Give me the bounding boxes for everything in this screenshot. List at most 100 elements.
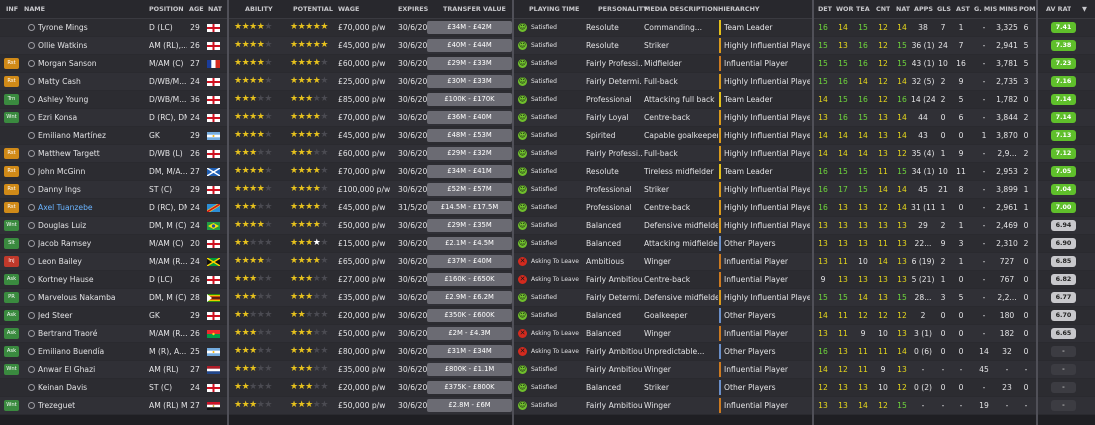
player-name[interactable]: Tyrone Mings	[38, 23, 88, 32]
player-row[interactable]: Rst Morgan Sanson M/AM (C) 27 ★★★★★ ★★★★★ £60,…	[0, 55, 1095, 73]
player-row[interactable]: Ollie Watkins AM (RL),... 26 ★★★★★ ★★★★★ £45,…	[0, 37, 1095, 55]
player-name[interactable]: Leon Bailey	[38, 257, 82, 266]
potential-stars-icon: ★★★★★	[290, 130, 328, 140]
info-badge[interactable]: Wnt	[4, 364, 19, 375]
player-name[interactable]: Danny Ings	[38, 185, 81, 194]
player-row[interactable]: Wnt Anwar El Ghazi AM (RL) 27 ★★★★★ ★★★★★ £35,…	[0, 361, 1095, 379]
player-row[interactable]: Ask Jed Steer GK 29 ★★★★★ ★★★★★ £20,000 p/w 30/…	[0, 307, 1095, 325]
player-row[interactable]: Keinan Davis ST (C) 24 ★★★★★ ★★★★★ £20,000 p/…	[0, 379, 1095, 397]
header-ability[interactable]: ABILITY	[245, 5, 273, 13]
header-ast[interactable]: AST	[956, 5, 970, 13]
player-name[interactable]: Kortney Hause	[38, 275, 94, 284]
info-badge[interactable]: Wnt	[4, 112, 19, 123]
player-name[interactable]: Bertrand Traoré	[38, 329, 98, 338]
attr-wor: 11	[838, 257, 848, 266]
player-name[interactable]: Keinan Davis	[38, 383, 88, 392]
header-age[interactable]: AGE	[189, 5, 204, 13]
info-badge[interactable]: Trn	[4, 94, 19, 105]
player-row[interactable]: Wnt Ezri Konsa D (RC), DM 24 ★★★★★ ★★★★★ £70,0…	[0, 109, 1095, 127]
header-tea[interactable]: TEA	[856, 5, 870, 13]
sort-arrow-icon[interactable]: ▼	[1082, 5, 1087, 13]
player-row[interactable]: PR Marvelous Nakamba DM, M (C) 28 ★★★★★ ★★★★★…	[0, 289, 1095, 307]
player-name[interactable]: Matthew Targett	[38, 149, 100, 158]
player-row[interactable]: Rst Danny Ings ST (C) 29 ★★★★★ ★★★★★ £100,000 …	[0, 181, 1095, 199]
player-row[interactable]: Ask Emiliano Buendía M (R), A... 25 ★★★★★ ★★★…	[0, 343, 1095, 361]
header-transfer-value[interactable]: TRANSFER VALUE	[443, 5, 506, 13]
player-row[interactable]: Wnt Douglas Luiz DM, M (C) 24 ★★★★★ ★★★★★ £50,…	[0, 217, 1095, 235]
info-badge[interactable]: Ask	[4, 274, 19, 285]
header-personality[interactable]: PERSONALITY	[598, 5, 648, 13]
player-name[interactable]: Matty Cash	[38, 77, 81, 86]
player-name[interactable]: Morgan Sanson	[38, 59, 97, 68]
player-name[interactable]: John McGinn	[38, 167, 86, 176]
header-apps[interactable]: APPS	[914, 5, 933, 13]
header-nat-attr[interactable]: NAT	[896, 5, 911, 13]
info-badge[interactable]: Rst	[4, 148, 19, 159]
average-rating: -	[1051, 400, 1076, 411]
player-row[interactable]: Ask Kortney Hause D (LC) 26 ★★★★★ ★★★★★ £27,00…	[0, 271, 1095, 289]
info-badge[interactable]: Rst	[4, 58, 19, 69]
attr-wor: 15	[838, 95, 848, 104]
happy-face-icon: ☺	[518, 203, 527, 212]
header-name[interactable]: NAME	[24, 5, 46, 13]
player-row[interactable]: Rst Axel Tuanzebe D (RC), DM 24 ★★★★★ ★★★★★ £4…	[0, 199, 1095, 217]
header-wage[interactable]: WAGE	[338, 5, 360, 13]
player-name[interactable]: Anwar El Ghazi	[38, 365, 96, 374]
player-row[interactable]: Rst John McGinn DM, M/A... 27 ★★★★★ ★★★★★ £70,…	[0, 163, 1095, 181]
player-name[interactable]: Ezri Konsa	[38, 113, 78, 122]
info-badge[interactable]: Ask	[4, 328, 19, 339]
player-row[interactable]: Rst Matty Cash D/WB/M... 24 ★★★★★ ★★★★★ £25,00…	[0, 73, 1095, 91]
stat-pom: 0	[1023, 329, 1029, 338]
player-name[interactable]: Jed Steer	[38, 311, 73, 320]
header-nat[interactable]: NAT	[208, 5, 223, 13]
attr-cnt: 12	[878, 59, 888, 68]
player-row[interactable]: Wnt Trezeguet AM (RL) M 27 ★★★★★ ★★★★★ £50,000…	[0, 397, 1095, 415]
player-name[interactable]: Jacob Ramsey	[38, 239, 92, 248]
player-row[interactable]: Inj Leon Bailey M/AM (R... 24 ★★★★★ ★★★★★ £65,…	[0, 253, 1095, 271]
header-inf[interactable]: INF	[6, 5, 19, 13]
header-gls[interactable]: GLS	[937, 5, 951, 13]
info-badge[interactable]: Rst	[4, 184, 19, 195]
player-name[interactable]: Ollie Watkins	[38, 41, 88, 50]
header-pom[interactable]: POM	[1019, 5, 1036, 13]
player-name[interactable]: Douglas Luiz	[38, 221, 87, 230]
player-row[interactable]: Trn Ashley Young D/WB/M... 36 ★★★★★ ★★★★★ £85,…	[0, 91, 1095, 109]
attr-det: 12	[818, 383, 828, 392]
info-badge[interactable]: Rst	[4, 202, 19, 213]
info-badge[interactable]: Inj	[4, 256, 19, 267]
attr-wor: 14	[838, 149, 848, 158]
header-potential[interactable]: POTENTIAL	[293, 5, 333, 13]
player-row[interactable]: Slt Jacob Ramsey M/AM (C) 20 ★★★★★ ★★★★★ £15,0…	[0, 235, 1095, 253]
header-cnt[interactable]: CNT	[876, 5, 891, 13]
header-av-rat[interactable]: AV RAT	[1046, 5, 1072, 13]
player-row[interactable]: Rst Matthew Targett D/WB (L) 26 ★★★★★ ★★★★★ £6…	[0, 145, 1095, 163]
header-expires[interactable]: EXPIRES	[398, 5, 429, 13]
header-mins[interactable]: MINS	[999, 5, 1018, 13]
info-badge[interactable]: Ask	[4, 346, 19, 357]
player-row[interactable]: Ask Bertrand Traoré M/AM (R... 26 ★★★★★ ★★★★★…	[0, 325, 1095, 343]
player-name[interactable]: Axel Tuanzebe	[38, 203, 93, 212]
player-name[interactable]: Emiliano Buendía	[38, 347, 105, 356]
info-badge[interactable]: PR	[4, 292, 19, 303]
header-det[interactable]: DET	[818, 5, 833, 13]
header-wor[interactable]: WOR	[836, 5, 854, 13]
info-badge[interactable]: Rst	[4, 166, 19, 177]
info-badge[interactable]: Wnt	[4, 400, 19, 411]
header-position[interactable]: POSITION	[149, 5, 184, 13]
player-name[interactable]: Emiliano Martínez	[38, 131, 106, 140]
info-badge[interactable]: Rst	[4, 76, 19, 87]
info-badge[interactable]: Wnt	[4, 220, 19, 231]
player-name[interactable]: Marvelous Nakamba	[38, 293, 116, 302]
header-hierarchy[interactable]: HIERARCHY	[718, 5, 760, 13]
info-badge[interactable]: Slt	[4, 238, 19, 249]
header-g-mis[interactable]: G. MIS	[974, 5, 998, 13]
player-name[interactable]: Ashley Young	[38, 95, 89, 104]
transfer-value: £100K - £170K	[427, 93, 512, 106]
player-row[interactable]: Emiliano Martínez GK 29 ★★★★★ ★★★★★ £45,000 p…	[0, 127, 1095, 145]
player-name[interactable]: Trezeguet	[38, 401, 76, 410]
stat-assists: 8	[958, 185, 964, 194]
player-row[interactable]: Tyrone Mings D (LC) 29 ★★★★★ ★★★★★ £70,000 p/…	[0, 19, 1095, 37]
header-playing-time[interactable]: PLAYING TIME	[529, 5, 580, 13]
info-badge[interactable]: Ask	[4, 310, 19, 321]
header-media-description[interactable]: MEDIA DESCRIPTION	[644, 5, 719, 13]
